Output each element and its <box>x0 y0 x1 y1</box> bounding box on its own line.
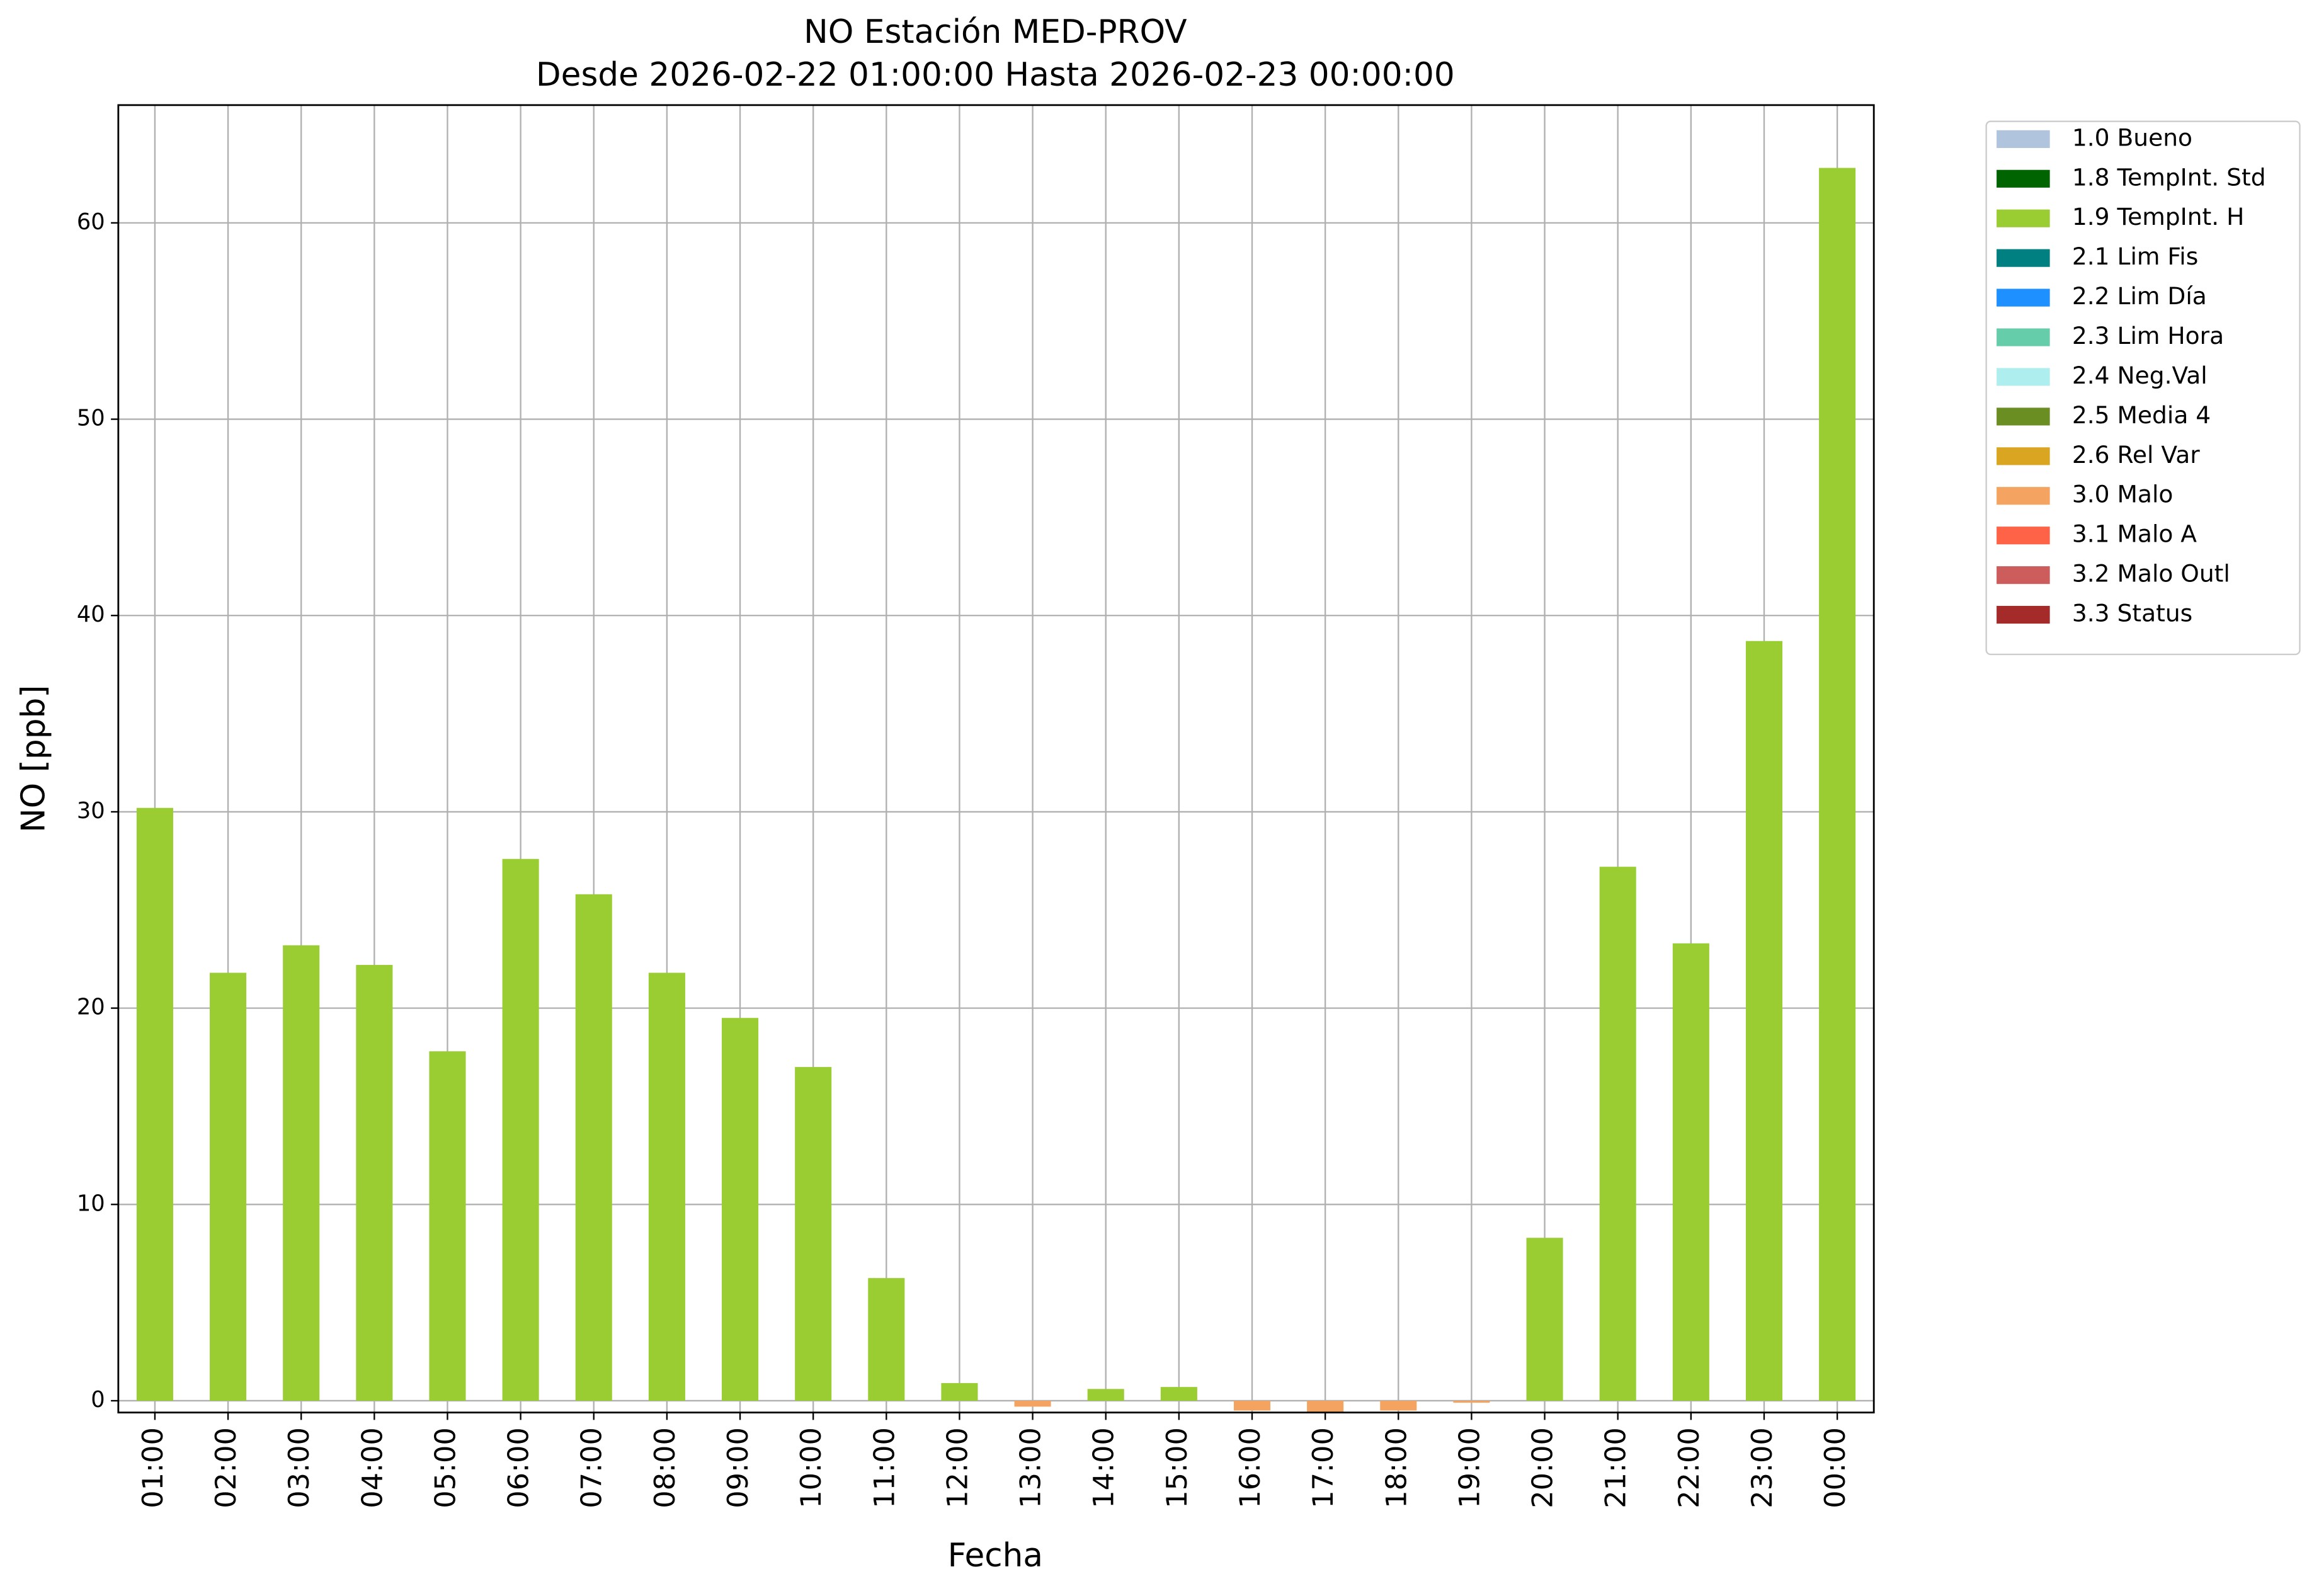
x-tick-label: 18:00 <box>1380 1427 1413 1508</box>
legend-swatch <box>1997 527 2050 545</box>
bar <box>648 972 685 1401</box>
x-tick-label: 07:00 <box>576 1427 608 1508</box>
legend-swatch <box>1997 605 2050 624</box>
bar <box>502 858 539 1401</box>
x-tick-label: 22:00 <box>1673 1427 1706 1508</box>
x-tick-label: 19:00 <box>1453 1427 1486 1508</box>
bar <box>136 807 173 1401</box>
x-tick-label: 03:00 <box>283 1427 316 1508</box>
legend-label: 2.6 Rel Var <box>2072 441 2200 469</box>
x-tick-label: 17:00 <box>1307 1427 1340 1508</box>
x-tick-label: 10:00 <box>795 1427 828 1508</box>
y-tick-label: 20 <box>77 995 105 1020</box>
y-tick-label: 10 <box>77 1190 105 1216</box>
bar <box>1526 1238 1563 1401</box>
legend-label: 2.1 Lim Fis <box>2072 242 2198 270</box>
bar <box>210 972 247 1401</box>
legend-label: 2.4 Neg.Val <box>2072 362 2208 389</box>
legend-swatch <box>1997 368 2050 386</box>
legend-label: 1.0 Bueno <box>2072 123 2192 151</box>
x-tick-label: 00:00 <box>1819 1427 1852 1508</box>
bar <box>795 1067 832 1401</box>
x-tick-label: 06:00 <box>503 1427 535 1508</box>
x-tick-label: 09:00 <box>722 1427 755 1508</box>
bar <box>1160 1387 1197 1401</box>
legend-swatch <box>1997 209 2050 227</box>
x-tick-label: 23:00 <box>1746 1427 1779 1508</box>
legend-label: 3.3 Status <box>2072 600 2192 627</box>
legend-label: 3.2 Malo Outl <box>2072 560 2230 588</box>
legend-swatch <box>1997 487 2050 505</box>
x-tick-label: 04:00 <box>356 1427 389 1508</box>
x-tick-label: 01:00 <box>137 1427 169 1508</box>
bar <box>722 1018 759 1401</box>
legend-swatch <box>1997 169 2050 188</box>
bar <box>356 965 393 1401</box>
chart-title: NO Estación MED-PROV <box>804 13 1187 51</box>
bar <box>1307 1400 1344 1413</box>
x-tick-label: 08:00 <box>649 1427 681 1508</box>
bar <box>283 945 320 1401</box>
x-tick-label: 11:00 <box>868 1427 901 1508</box>
x-tick-label: 20:00 <box>1527 1427 1559 1508</box>
y-tick-label: 50 <box>77 406 105 431</box>
legend-swatch <box>1997 447 2050 465</box>
legend: 1.0 Bueno 1.8 TempInt. Std 1.9 TempInt. H 2… <box>1985 120 2301 656</box>
legend-swatch <box>1997 566 2050 584</box>
x-tick-label: 02:00 <box>210 1427 242 1508</box>
bar <box>1380 1400 1417 1411</box>
bar <box>1599 867 1636 1401</box>
y-tick-label: 60 <box>77 209 105 235</box>
legend-swatch <box>1997 288 2050 307</box>
legend-swatch <box>1997 408 2050 426</box>
x-tick-label: 16:00 <box>1234 1427 1267 1508</box>
x-tick-label: 14:00 <box>1088 1427 1120 1508</box>
bar <box>1745 641 1783 1401</box>
plot-frame <box>117 104 1875 1414</box>
bar <box>429 1051 466 1401</box>
legend-swatch <box>1997 249 2050 267</box>
bar <box>1672 943 1709 1401</box>
bar <box>1014 1400 1051 1407</box>
legend-swatch <box>1997 130 2050 148</box>
bar <box>1819 168 1856 1401</box>
y-tick-label: 30 <box>77 798 105 824</box>
x-tick-label: 13:00 <box>1015 1427 1047 1508</box>
bars <box>136 168 1856 1413</box>
legend-frame <box>1985 120 2301 656</box>
chart-subtitle: Desde 2026-02-22 01:00:00 Hasta 2026-02-… <box>536 56 1455 94</box>
legend-label: 2.5 Media 4 <box>2072 401 2211 429</box>
legend-label: 3.0 Malo <box>2072 481 2174 508</box>
legend-label: 1.8 TempInt. Std <box>2072 163 2266 191</box>
bar <box>1233 1400 1271 1411</box>
x-axis-label: Fecha <box>948 1537 1043 1575</box>
legend-label: 1.9 TempInt. H <box>2072 203 2245 231</box>
x-tick-label: 05:00 <box>429 1427 462 1508</box>
x-tick-label: 21:00 <box>1600 1427 1632 1508</box>
legend-label: 3.1 Malo A <box>2072 520 2197 548</box>
axes: 0 10 20 30 40 50 60 01:00 02:00 03:00 04:00 05:00 06… <box>77 209 1852 1508</box>
bar <box>941 1382 978 1401</box>
y-tick-label: 40 <box>77 601 105 627</box>
x-tick-label: 12:00 <box>941 1427 974 1508</box>
bar <box>1453 1400 1490 1403</box>
bar <box>1087 1389 1124 1401</box>
legend-swatch <box>1997 328 2050 346</box>
y-tick-label: 0 <box>91 1387 105 1413</box>
legend-label: 2.2 Lim Día <box>2072 282 2207 310</box>
bar <box>868 1278 905 1401</box>
y-axis-label: NO [ppb] <box>14 685 52 833</box>
bar <box>575 894 612 1401</box>
x-tick-label: 15:00 <box>1161 1427 1194 1508</box>
legend-label: 2.3 Lim Hora <box>2072 322 2224 350</box>
